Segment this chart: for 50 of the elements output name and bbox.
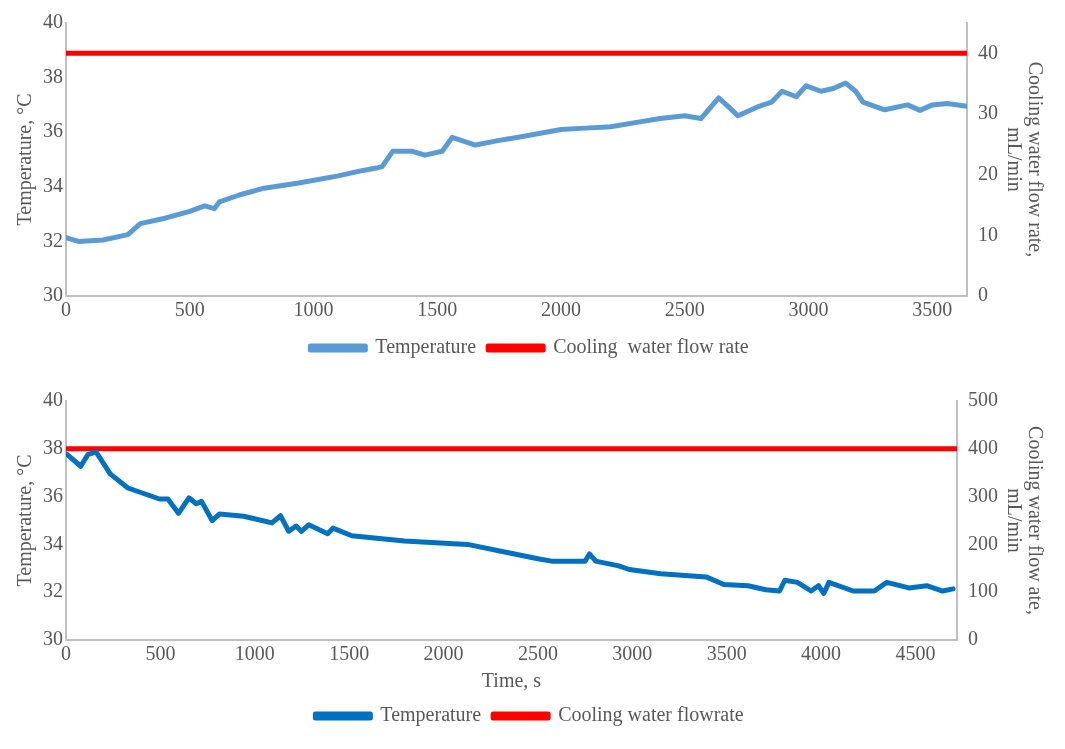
x-tick-label: 1000 (234, 642, 275, 665)
x-tick-label: 3000 (788, 298, 829, 321)
y-tick-label: 40 (43, 388, 63, 411)
y2-tick-label: 20 (978, 161, 998, 184)
y-tick-label: 38 (43, 436, 63, 459)
y-tick-label: 34 (43, 531, 63, 554)
y-tick-label: 36 (43, 483, 63, 506)
y2-tick-label: 300 (968, 483, 998, 506)
x-tick-label: 1000 (293, 298, 334, 321)
y-tick-label: 32 (43, 579, 63, 602)
x-tick-label: 1500 (329, 642, 370, 665)
x-tick-label: 2000 (423, 642, 464, 665)
x-tick-label: 2500 (664, 298, 705, 321)
x-tick-label: 0 (61, 642, 71, 665)
y2-tick-label: 10 (978, 222, 998, 245)
x-tick-label: 3500 (706, 642, 747, 665)
x-tick-label: 4500 (895, 642, 936, 665)
y2-tick-label: 400 (968, 436, 998, 459)
x-tick-label: 3000 (612, 642, 653, 665)
y-tick-label: 36 (43, 119, 63, 142)
x-tick-label: 2000 (541, 298, 582, 321)
y-tick-label: 30 (43, 627, 63, 650)
y2-tick-label: 500 (968, 388, 998, 411)
legend-label: Temperature (375, 335, 477, 359)
y-tick-label: 38 (43, 64, 63, 87)
y-tick-label: 40 (43, 10, 63, 33)
y2-tick-label: 0 (968, 627, 978, 650)
y-axis-title: Temperature, °C (13, 454, 37, 587)
legend-label: Temperature (380, 703, 482, 727)
legend-label: Cooling water flowrate (558, 703, 744, 727)
x-axis-title: Time, s (481, 669, 542, 692)
y2-tick-label: 40 (978, 40, 998, 63)
y2-tick-label: 100 (968, 579, 998, 602)
y-axis-title: Temperature, °C (13, 93, 37, 226)
x-tick-label: 4000 (801, 642, 842, 665)
y2-axis-title: Cooling water flow ate, mL/min (1004, 426, 1048, 615)
x-tick-label: 0 (61, 298, 71, 321)
y2-axis-title: Cooling water flow rate, mL/min (1004, 61, 1048, 258)
y2-tick-label: 30 (978, 101, 998, 124)
y2-tick-label: 200 (968, 531, 998, 554)
y2-tick-label: 0 (978, 283, 988, 306)
legend-label: Cooling water flow rate (553, 335, 749, 359)
y-tick-label: 32 (43, 228, 63, 251)
y-tick-label: 34 (43, 174, 63, 197)
x-tick-label: 500 (145, 642, 176, 665)
y-tick-label: 30 (43, 283, 63, 306)
x-tick-label: 1500 (417, 298, 458, 321)
x-tick-label: 500 (174, 298, 205, 321)
x-tick-label: 3500 (912, 298, 953, 321)
x-tick-label: 2500 (517, 642, 558, 665)
